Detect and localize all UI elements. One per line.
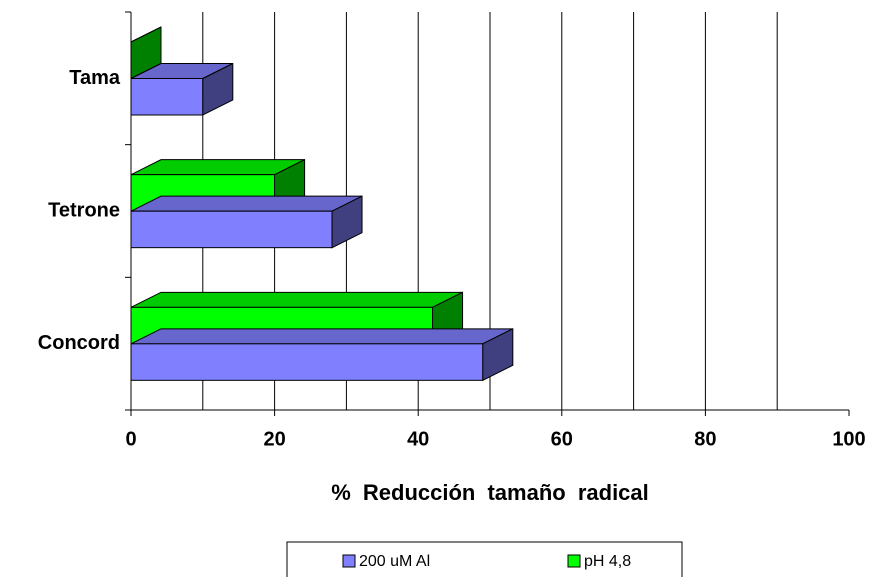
bar-side: [482, 328, 514, 382]
legend-swatch: [567, 554, 581, 568]
bar: [130, 78, 204, 116]
bar-side: [331, 195, 363, 249]
x-tick-label: 20: [263, 428, 285, 450]
x-tick-label: 100: [832, 428, 865, 450]
bar-top: [130, 195, 363, 212]
bar: [130, 210, 333, 249]
x-tick-label: 80: [694, 428, 716, 450]
legend-label: 200 uM Al: [359, 553, 430, 570]
bar-top: [130, 328, 514, 345]
y-tick-label: Tetrone: [48, 199, 120, 221]
y-tick-label: Tama: [69, 67, 121, 89]
bar-top: [130, 291, 463, 308]
x-tick-label: 40: [407, 428, 429, 450]
x-tick-label: 0: [125, 428, 136, 450]
bar: [130, 343, 484, 381]
y-tick-label: Concord: [38, 332, 120, 354]
legend-label: pH 4,8: [584, 553, 631, 570]
x-tick-label: 60: [551, 428, 573, 450]
bar-side: [202, 62, 234, 116]
legend-swatch: [342, 554, 356, 568]
x-axis-title: % Reducción tamaño radical: [331, 480, 649, 505]
